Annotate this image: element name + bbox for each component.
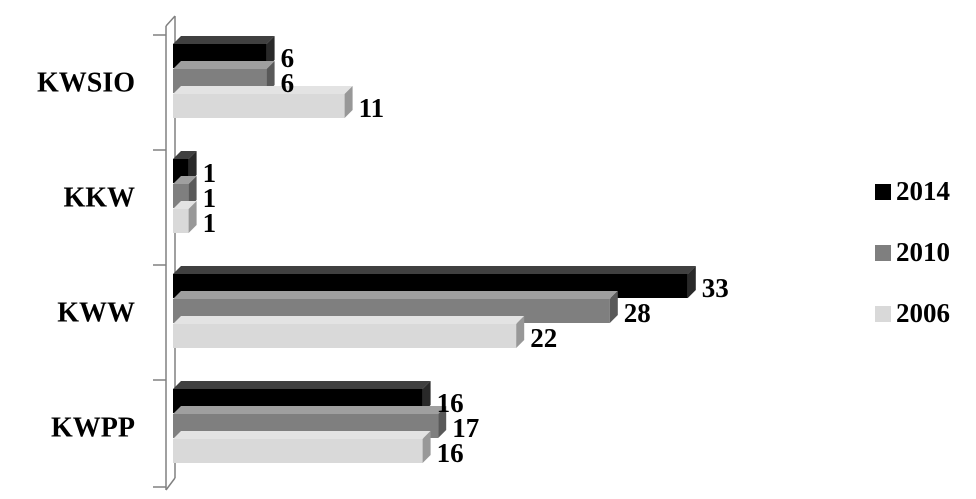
- legend-label: 2006: [896, 298, 950, 328]
- category-label: KWSIO: [37, 68, 135, 99]
- bar-side-face: [266, 61, 275, 93]
- value-label: 11: [359, 93, 385, 123]
- bar-side-face: [344, 86, 353, 118]
- bar-front-face: [173, 209, 189, 233]
- bar-top-face: [173, 291, 618, 299]
- category-label: KWPP: [51, 413, 135, 444]
- bar-side-face: [422, 381, 431, 413]
- bar-top-face: [173, 266, 696, 274]
- bar-side-face: [188, 151, 197, 183]
- bar-top-face: [173, 61, 275, 69]
- value-label: 16: [437, 438, 464, 468]
- category-labels: KWSIO KKW KWW KWPP: [37, 68, 135, 444]
- bar-top-face: [173, 176, 197, 184]
- bar-front-face: [173, 324, 517, 348]
- value-label: 22: [530, 323, 557, 353]
- bar-top-face: [173, 316, 525, 324]
- bar-top-face: [173, 431, 431, 439]
- category-label: KWW: [57, 298, 135, 329]
- legend-item-2010: 2010: [875, 237, 950, 267]
- value-label: 17: [452, 413, 479, 443]
- axis-depth-line: [165, 15, 176, 27]
- bar-side-face: [188, 201, 197, 233]
- bar-side-face: [422, 431, 431, 463]
- category-axis: [153, 15, 176, 491]
- value-label: 6: [281, 43, 295, 73]
- bar-top-face: [173, 381, 431, 389]
- bar-top-face: [173, 201, 197, 209]
- bar-side-face: [516, 316, 525, 348]
- axis-bottom-depth-line: [165, 477, 176, 491]
- value-label: 33: [702, 273, 729, 303]
- bar-side-face: [438, 406, 447, 438]
- legend-swatch: [875, 245, 891, 261]
- bar-2010: [173, 291, 618, 323]
- value-label: 6: [281, 68, 295, 98]
- value-label: 28: [624, 298, 651, 328]
- bar-side-face: [266, 36, 275, 68]
- legend-swatch: [875, 306, 891, 322]
- bar-2006: [173, 86, 353, 118]
- legend-label: 2014: [896, 176, 950, 206]
- value-label: 1: [203, 208, 217, 238]
- category-label: KKW: [63, 183, 135, 214]
- legend-item-2006: 2006: [875, 298, 950, 328]
- bar-top-face: [173, 151, 197, 159]
- value-label: 1: [203, 158, 217, 188]
- bar-side-face: [188, 176, 197, 208]
- legend: 2014 2010 2006: [875, 176, 950, 328]
- bar-front-face: [173, 94, 345, 118]
- legend-swatch: [875, 184, 891, 200]
- bar-2006: [173, 201, 197, 233]
- bar-2006: [173, 431, 431, 463]
- legend-item-2014: 2014: [875, 176, 950, 206]
- bar-2006: [173, 316, 525, 348]
- bars: [173, 36, 696, 463]
- value-label: 16: [437, 388, 464, 418]
- bar-top-face: [173, 36, 275, 44]
- bar-front-face: [173, 439, 423, 463]
- bar-top-face: [173, 86, 353, 94]
- bar-side-face: [687, 266, 696, 298]
- legend-label: 2010: [896, 237, 950, 267]
- bar-side-face: [609, 291, 618, 323]
- bar-top-face: [173, 406, 447, 414]
- value-label: 1: [203, 183, 217, 213]
